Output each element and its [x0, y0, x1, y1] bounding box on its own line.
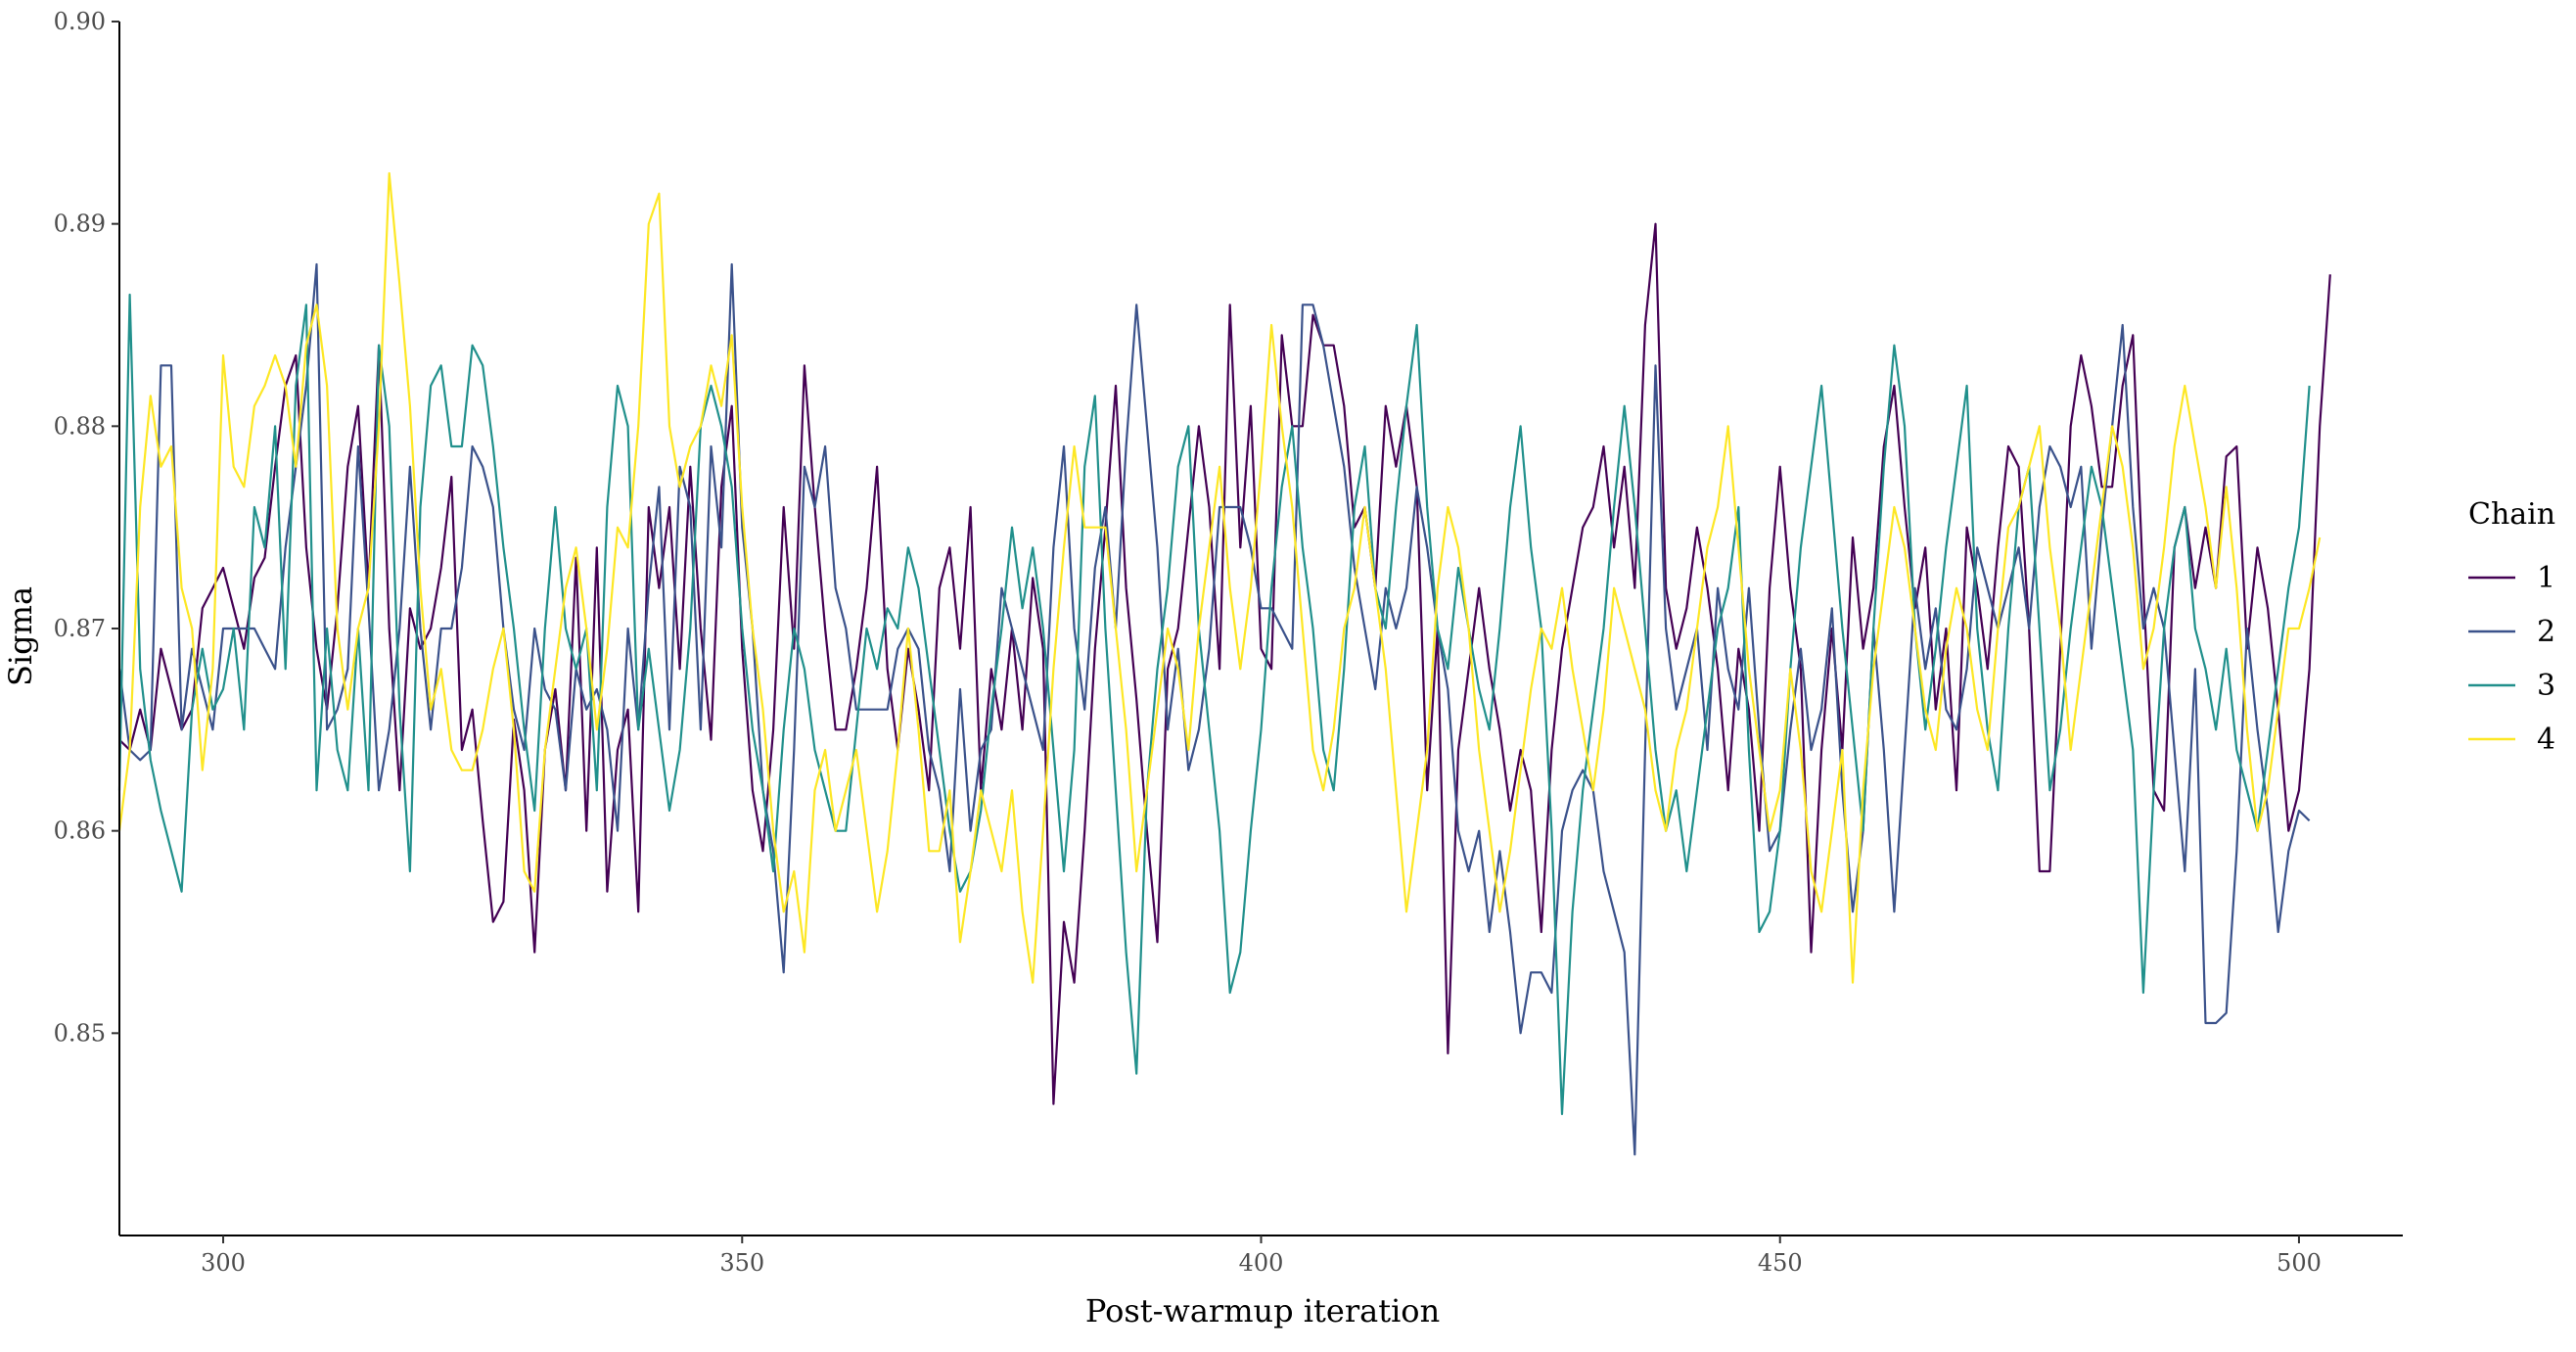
legend-item-chain-4: 4: [2468, 723, 2555, 757]
y-axis-title: Sigma: [2, 586, 39, 686]
legend-item-chain-3: 3: [2468, 669, 2555, 703]
legend-label: 3: [2537, 669, 2555, 703]
x-tick-label: 450: [1758, 1249, 1803, 1277]
y-tick-label: 0.85: [54, 1019, 106, 1047]
y-ticks: 0.85 0.86 0.87 0.88 0.89 0.90: [54, 8, 119, 1047]
x-tick-label: 350: [719, 1249, 764, 1277]
legend-item-chain-1: 1: [2468, 561, 2555, 595]
x-axis-title: Post-warmup iteration: [1085, 1292, 1440, 1329]
legend: Chain 1 2 3 4: [2468, 497, 2555, 757]
x-tick-label: 300: [201, 1249, 246, 1277]
y-tick-label: 0.87: [54, 615, 106, 642]
legend-title: Chain: [2468, 497, 2555, 532]
y-tick-label: 0.90: [54, 8, 106, 35]
y-tick-label: 0.88: [54, 412, 106, 440]
x-tick-label: 400: [1239, 1249, 1284, 1277]
series-line-chain-1: [118, 222, 2331, 1105]
series-line-chain-4: [117, 171, 2322, 984]
x-ticks: 300 350 400 450 500: [201, 1235, 2322, 1277]
legend-items: 1 2 3 4: [2468, 561, 2555, 757]
series-layer: [117, 171, 2331, 1156]
legend-item-chain-2: 2: [2468, 615, 2555, 649]
series-line-chain-2: [117, 262, 2311, 1156]
y-tick-label: 0.89: [54, 210, 106, 238]
x-tick-label: 500: [2277, 1249, 2322, 1277]
y-tick-label: 0.86: [54, 817, 106, 845]
series-line-chain-3: [117, 293, 2311, 1116]
legend-label: 4: [2537, 723, 2555, 757]
legend-label: 2: [2537, 615, 2555, 649]
legend-label: 1: [2537, 561, 2555, 595]
